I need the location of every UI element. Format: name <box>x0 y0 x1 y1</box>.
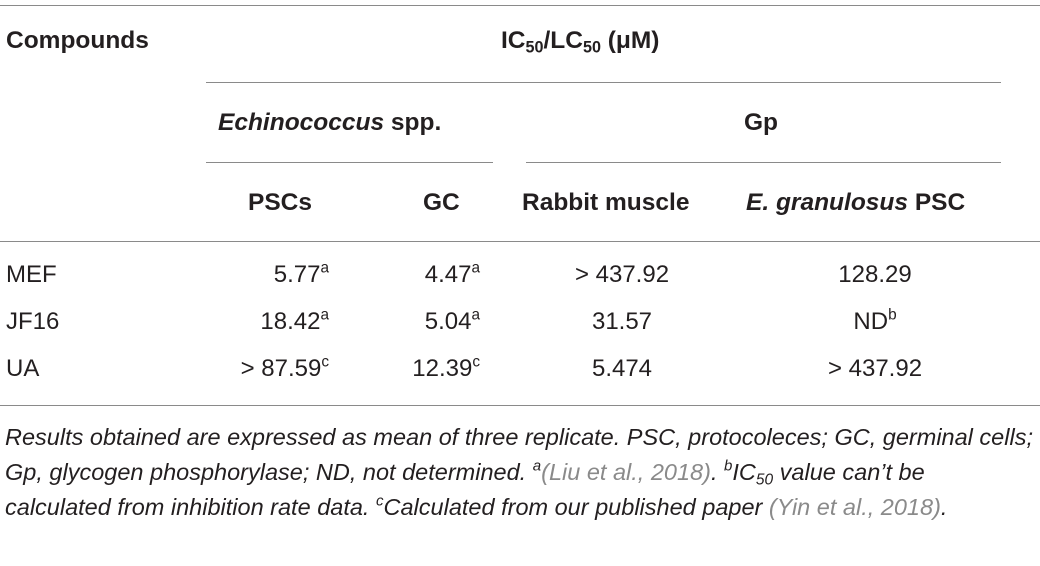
footnote-marker: b <box>888 306 897 324</box>
value: > 87.59 <box>240 355 322 382</box>
footnote-marker: c <box>472 353 480 371</box>
table-bottom-rule <box>0 405 1040 406</box>
genus-name: Echinococcus <box>218 109 385 136</box>
footnote-marker: a <box>471 306 480 324</box>
header-bottom-rule <box>0 241 1040 242</box>
top-rule <box>0 5 1040 6</box>
header-compounds: Compounds <box>6 27 149 54</box>
lc-label: /LC <box>543 27 583 54</box>
footnote-marker: a <box>320 259 329 277</box>
row-mef-pscs: 5.77a <box>273 259 329 289</box>
spp-label: spp. <box>384 109 442 136</box>
header-ic50-lc50: IC50/LC50 (μM) <box>501 27 660 57</box>
header-gp: Gp <box>744 109 779 136</box>
row-jf16-pscs: 18.42a <box>260 306 329 336</box>
value: ND <box>853 308 889 335</box>
footnote-text-2: . <box>710 459 725 485</box>
species-name: E. granulosus <box>746 189 909 216</box>
ic-label: IC <box>501 27 526 54</box>
citation-yin-2018[interactable]: (Yin et al., 2018) <box>768 494 941 520</box>
table-footnote: Results obtained are expressed as mean o… <box>5 420 1035 525</box>
row-ua-pscs: > 87.59c <box>240 353 329 383</box>
footnote-text-4: Calculated from our published paper <box>383 494 769 520</box>
ic-subscript: 50 <box>525 38 544 57</box>
row-mef-egran: 128.29 <box>746 261 1004 289</box>
col-header-gc: GC <box>423 189 460 216</box>
value: 5.04 <box>424 308 472 335</box>
footnote-marker-c: c <box>376 492 384 510</box>
citation-liu-2018[interactable]: (Liu et al., 2018) <box>541 459 711 485</box>
value: 4.47 <box>424 261 472 288</box>
col-header-rabbit-muscle: Rabbit muscle <box>522 189 690 216</box>
ic50-group-rule <box>206 82 1001 83</box>
row-jf16-rabbit: 31.57 <box>591 308 653 335</box>
footnote-text-3: value can’t be calculated from inhibitio… <box>5 459 925 520</box>
footnote-marker: c <box>321 353 329 371</box>
footnote-marker-a: a <box>532 457 542 475</box>
psc-label: PSC <box>908 189 966 216</box>
row-ua-rabbit: 5.474 <box>591 355 653 382</box>
footnote-ic-label: IC <box>732 459 756 485</box>
col-header-pscs: PSCs <box>248 189 313 216</box>
value: 128.29 <box>838 261 912 288</box>
row-jf16-compound: JF16 <box>6 308 60 335</box>
row-mef-compound: MEF <box>6 261 57 288</box>
row-jf16-gc: 5.04a <box>424 306 480 336</box>
col-header-e-granulosus-psc: E. granulosus PSC <box>746 189 965 217</box>
value: > 437.92 <box>827 355 923 382</box>
value: 12.39 <box>412 355 473 382</box>
row-jf16-egran: NDb <box>746 306 1004 336</box>
header-echinococcus: Echinococcus spp. <box>218 109 441 137</box>
footnote-marker-b: b <box>724 457 733 475</box>
footnote-text-5: . <box>940 494 948 520</box>
value: 5.77 <box>273 261 321 288</box>
row-mef-rabbit: > 437.92 <box>574 261 670 288</box>
row-ua-gc: 12.39c <box>412 353 480 383</box>
value: 18.42 <box>260 308 321 335</box>
footnote-marker: a <box>320 306 329 324</box>
lc-subscript: 50 <box>582 38 601 57</box>
footnote-text-1: Results obtained are expressed as mean o… <box>5 424 1033 485</box>
gp-group-rule <box>526 162 1001 163</box>
footnote-marker: a <box>471 259 480 277</box>
unit-label: (μM) <box>600 27 660 54</box>
footnote-ic-subscript: 50 <box>755 471 774 489</box>
row-mef-gc: 4.47a <box>424 259 480 289</box>
row-ua-compound: UA <box>6 355 40 382</box>
echinococcus-group-rule <box>206 162 493 163</box>
row-ua-egran: > 437.92 <box>746 355 1004 383</box>
